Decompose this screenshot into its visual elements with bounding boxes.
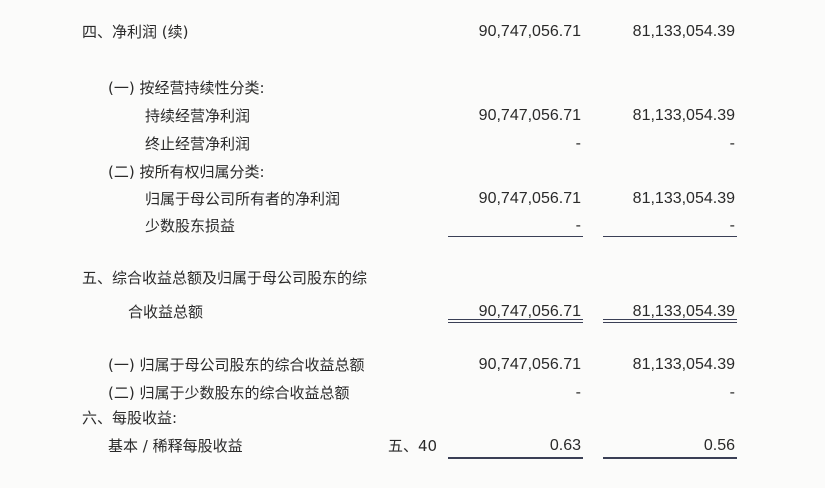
prior-period-value: 81,133,054.39	[632, 23, 735, 40]
prior-period-value: 81,133,054.39	[632, 303, 735, 320]
row-parent-net-profit: 归属于母公司所有者的净利润 90,747,056.71 81,133,054.3…	[0, 187, 825, 211]
current-period-value: 90,747,056.71	[478, 190, 581, 207]
total-double-rule	[603, 319, 737, 323]
row-minority-comprehensive: (二) 归属于少数股东的综合收益总额 - -	[0, 381, 825, 405]
total-rule	[448, 457, 583, 459]
row-label: (一) 按经营持续性分类:	[108, 79, 265, 97]
row-eps-header: 六、每股收益:	[0, 406, 825, 430]
row-parent-comprehensive: (一) 归属于母公司股东的综合收益总额 90,747,056.71 81,133…	[0, 353, 825, 377]
row-basic-diluted-eps: 基本 / 稀释每股收益 五、40 0.63 0.56	[0, 434, 825, 458]
row-label: 合收益总额	[128, 303, 204, 321]
prior-period-value: -	[729, 135, 735, 152]
row-label: 基本 / 稀释每股收益	[108, 437, 243, 455]
prior-period-value: 81,133,054.39	[632, 190, 735, 207]
row-label: 持续经营净利润	[145, 107, 251, 125]
row-label: (二) 归属于少数股东的综合收益总额	[108, 384, 350, 402]
row-label: (一) 归属于母公司股东的综合收益总额	[108, 356, 365, 374]
row-label: 四、净利润 (续)	[82, 23, 189, 41]
row-net-profit: 四、净利润 (续) 90,747,056.71 81,133,054.39	[0, 20, 825, 44]
prior-period-value: 81,133,054.39	[632, 356, 735, 373]
row-label: 终止经营净利润	[145, 135, 251, 153]
row-continuing-ops: 持续经营净利润 90,747,056.71 81,133,054.39	[0, 104, 825, 128]
total-rule	[603, 457, 737, 459]
row-label: (二) 按所有权归属分类:	[108, 163, 265, 181]
subtotal-rule	[448, 236, 583, 237]
subtotal-rule	[603, 236, 737, 237]
current-period-value: 90,747,056.71	[478, 303, 581, 320]
row-label: 五、综合收益总额及归属于母公司股东的综	[82, 269, 368, 287]
current-period-value: -	[575, 217, 581, 234]
current-period-value: -	[575, 384, 581, 401]
row-total-comprehensive-income-cont: 合收益总额 90,747,056.71 81,133,054.39	[0, 300, 825, 324]
row-discontinued-ops: 终止经营净利润 - -	[0, 132, 825, 156]
row-total-comprehensive-income: 五、综合收益总额及归属于母公司股东的综	[0, 266, 825, 290]
row-label: 少数股东损益	[145, 217, 236, 235]
note-reference: 五、40	[388, 437, 438, 455]
row-by-continuity: (一) 按经营持续性分类:	[0, 76, 825, 100]
current-period-value: 90,747,056.71	[478, 356, 581, 373]
row-by-ownership: (二) 按所有权归属分类:	[0, 160, 825, 184]
row-minority-interest: 少数股东损益 - -	[0, 214, 825, 238]
row-label: 归属于母公司所有者的净利润	[145, 190, 341, 208]
current-period-value: 90,747,056.71	[478, 23, 581, 40]
prior-period-value: -	[729, 384, 735, 401]
row-label: 六、每股收益:	[82, 409, 178, 427]
prior-period-value: 0.56	[703, 437, 735, 454]
current-period-value: -	[575, 135, 581, 152]
prior-period-value: 81,133,054.39	[632, 107, 735, 124]
prior-period-value: -	[729, 217, 735, 234]
current-period-value: 90,747,056.71	[478, 107, 581, 124]
total-double-rule	[448, 319, 583, 323]
current-period-value: 0.63	[549, 437, 581, 454]
